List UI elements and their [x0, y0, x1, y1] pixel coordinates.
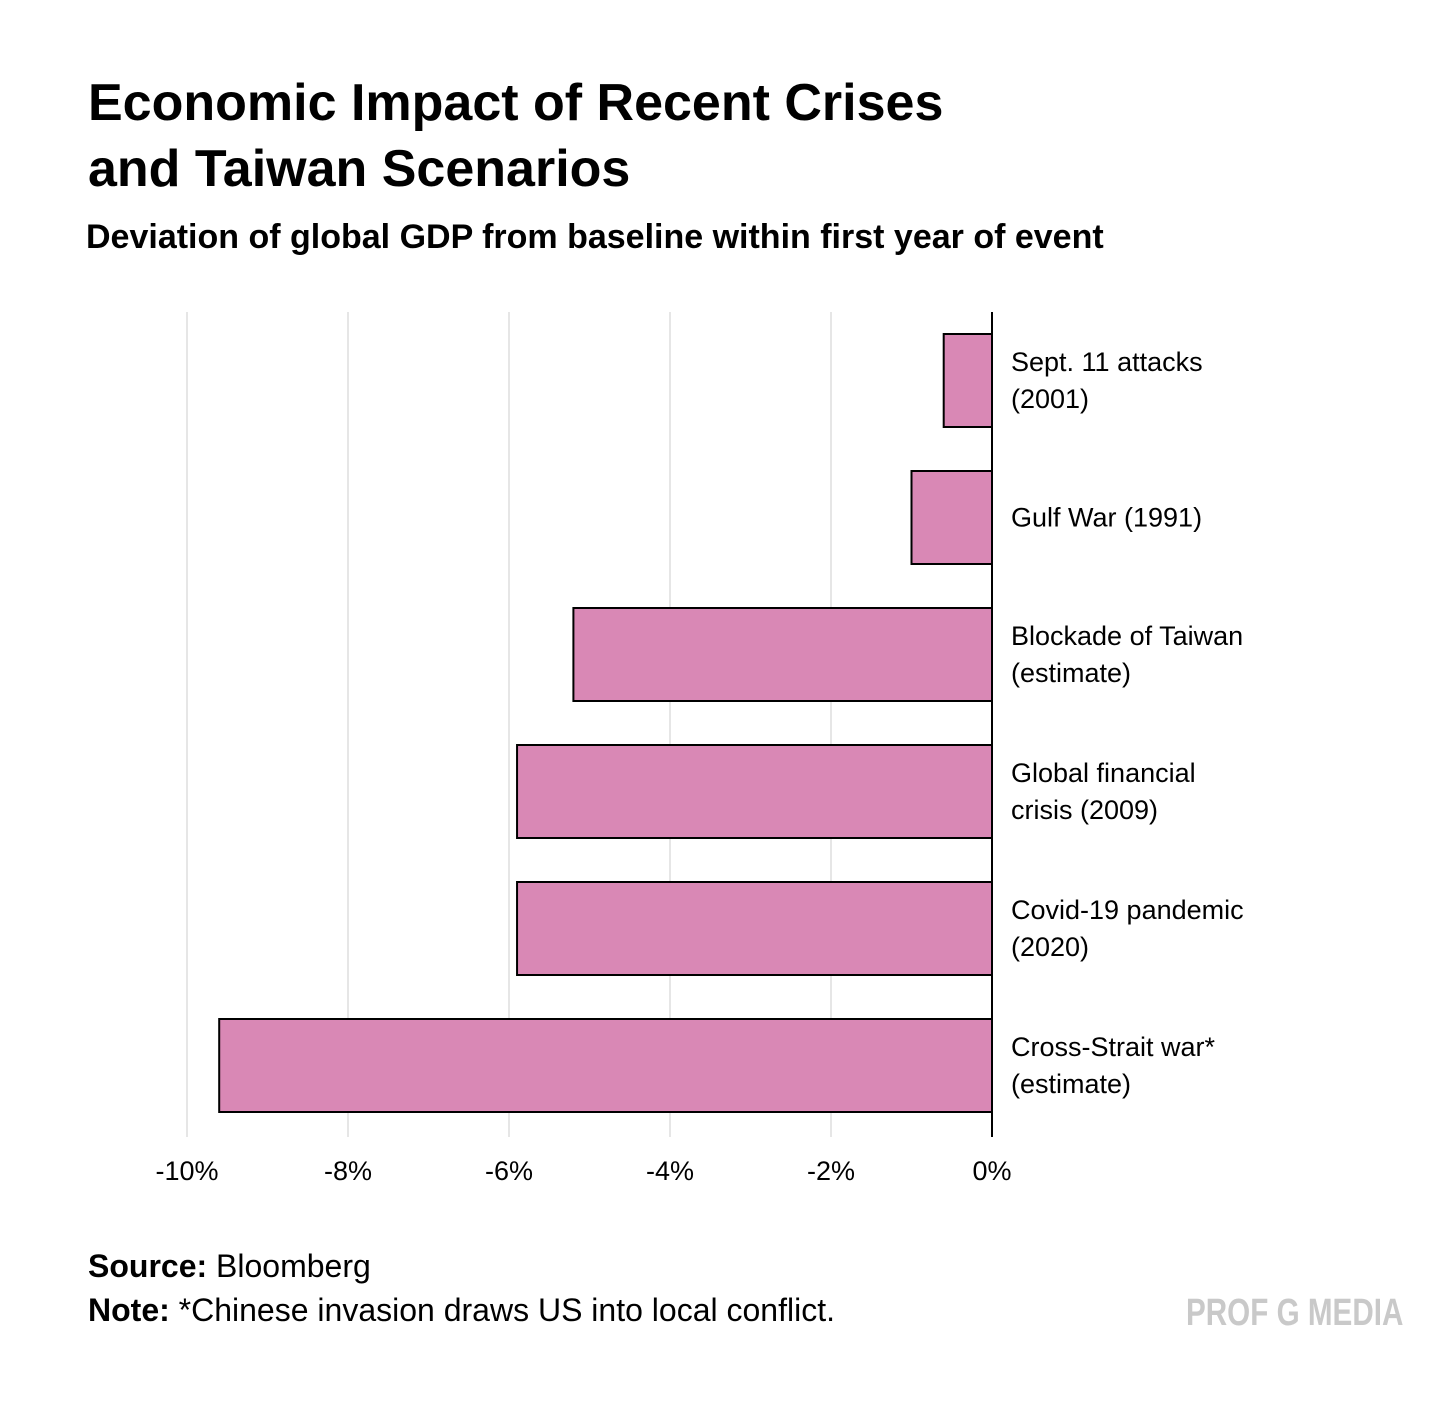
category-label: (estimate)	[1011, 658, 1131, 688]
bar	[516, 744, 993, 839]
title-line-1: Economic Impact of Recent Crises	[88, 74, 944, 132]
category-label: (estimate)	[1011, 1069, 1131, 1099]
category-label: (2020)	[1011, 932, 1089, 962]
bar	[516, 881, 993, 976]
x-tick-label: -10%	[155, 1156, 218, 1186]
source-text: Bloomberg	[216, 1248, 371, 1284]
x-tick-label: -8%	[324, 1156, 372, 1186]
category-label: Gulf War (1991)	[1011, 503, 1202, 533]
chart-subtitle: Deviation of global GDP from baseline wi…	[86, 218, 1104, 256]
category-label: Covid-19 pandemic	[1011, 895, 1244, 925]
bar	[572, 607, 994, 702]
category-label: Sept. 11 attacks	[1011, 347, 1203, 377]
bar	[942, 333, 994, 428]
x-tick-label: -4%	[646, 1156, 694, 1186]
category-label: crisis (2009)	[1011, 795, 1158, 825]
category-label: Blockade of Taiwan	[1011, 621, 1243, 651]
prof-g-media-logo: PROF G MEDIA	[1186, 1292, 1404, 1334]
category-label: Global financial	[1011, 758, 1196, 788]
note-text: *Chinese invasion draws US into local co…	[178, 1292, 835, 1328]
source-label: Source:	[88, 1248, 208, 1284]
note-line: Note: *Chinese invasion draws US into lo…	[88, 1292, 835, 1329]
x-tick-label: -2%	[807, 1156, 855, 1186]
note-label: Note:	[88, 1292, 170, 1328]
category-label: (2001)	[1011, 384, 1089, 414]
bar	[218, 1018, 993, 1113]
title-line-2: and Taiwan Scenarios	[88, 140, 631, 198]
x-tick-label: -6%	[485, 1156, 533, 1186]
chart-title: Economic Impact of Recent Crises and Taiw…	[88, 70, 943, 202]
x-tick-label: 0%	[972, 1156, 1011, 1186]
category-label: Cross-Strait war*	[1011, 1032, 1216, 1062]
source-line: Source: Bloomberg	[88, 1248, 371, 1285]
bar	[910, 470, 993, 565]
